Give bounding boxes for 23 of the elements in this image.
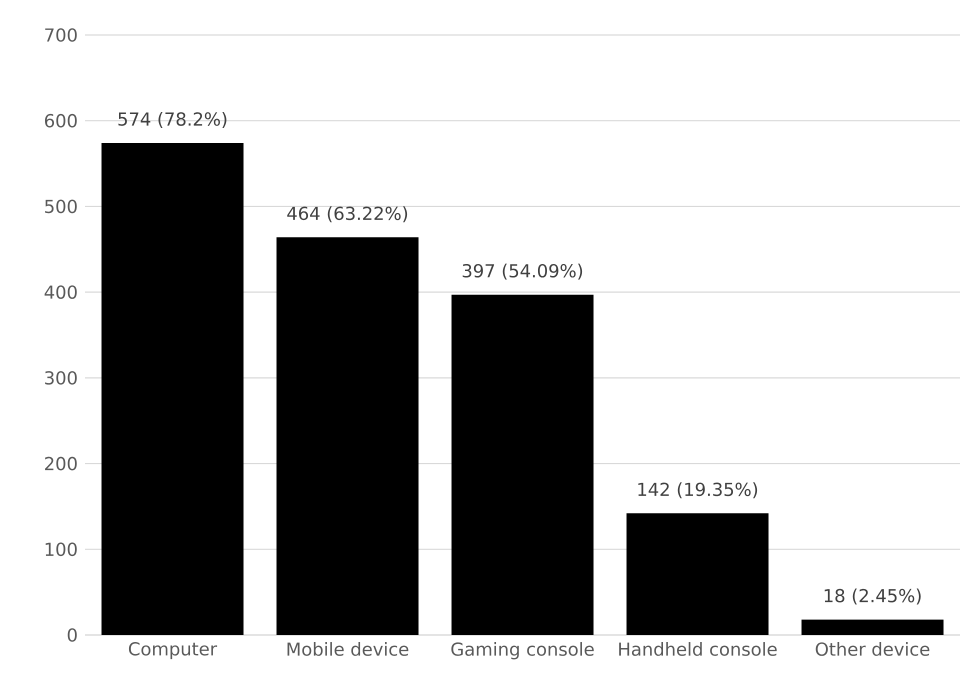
x-tick-label: Gaming console [451,642,594,660]
y-tick-label: 600 [44,114,77,128]
y-tick-label: 100 [46,542,77,556]
bar [802,620,944,635]
bar [276,237,419,635]
y-tick-label: 0 [68,628,77,642]
y-tick-label: 200 [45,456,77,470]
x-tick-label: Handheld console [619,642,777,656]
data-label: 397 (54.09%) [462,264,582,280]
bar [626,513,769,635]
y-tick-label: 500 [45,200,77,214]
y-tick-label: 400 [44,285,77,299]
y-tick-label: 300 [45,371,77,385]
x-tick-label: Mobile device [288,642,408,656]
data-label: 574 (78.2%) [118,112,226,128]
data-label: 464 (63.22%) [287,206,408,222]
bar [452,294,594,635]
data-label: 18 (2.45%) [824,588,921,605]
x-tick-label: Computer [128,642,218,660]
bar [102,143,244,635]
data-label: 142 (19.35%) [638,482,758,498]
y-tick-label: 700 [45,28,77,42]
x-tick-label: Other device [816,642,930,656]
